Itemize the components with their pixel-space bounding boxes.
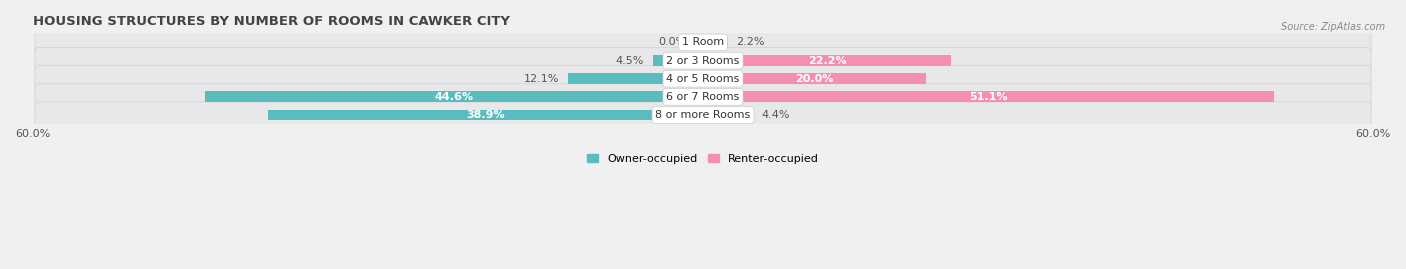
Text: 0.0%: 0.0% bbox=[658, 37, 686, 47]
Text: 4.5%: 4.5% bbox=[616, 56, 644, 66]
Text: 8 or more Rooms: 8 or more Rooms bbox=[655, 110, 751, 120]
Bar bbox=[703, 37, 727, 48]
Text: 38.9%: 38.9% bbox=[467, 110, 505, 120]
Text: 6 or 7 Rooms: 6 or 7 Rooms bbox=[666, 92, 740, 102]
Bar bbox=[205, 91, 703, 102]
Text: 44.6%: 44.6% bbox=[434, 92, 474, 102]
Legend: Owner-occupied, Renter-occupied: Owner-occupied, Renter-occupied bbox=[582, 150, 824, 168]
Text: 51.1%: 51.1% bbox=[969, 92, 1008, 102]
Bar bbox=[703, 55, 950, 66]
Text: 2.2%: 2.2% bbox=[737, 37, 765, 47]
Text: HOUSING STRUCTURES BY NUMBER OF ROOMS IN CAWKER CITY: HOUSING STRUCTURES BY NUMBER OF ROOMS IN… bbox=[32, 15, 509, 28]
Text: 22.2%: 22.2% bbox=[807, 56, 846, 66]
Bar bbox=[652, 55, 703, 66]
Text: 1 Room: 1 Room bbox=[682, 37, 724, 47]
FancyBboxPatch shape bbox=[35, 84, 1371, 110]
Text: 12.1%: 12.1% bbox=[523, 74, 558, 84]
Text: 20.0%: 20.0% bbox=[796, 74, 834, 84]
FancyBboxPatch shape bbox=[35, 29, 1371, 55]
FancyBboxPatch shape bbox=[35, 102, 1371, 128]
Bar bbox=[568, 73, 703, 84]
Bar bbox=[703, 91, 1274, 102]
Text: 4 or 5 Rooms: 4 or 5 Rooms bbox=[666, 74, 740, 84]
Text: 4.4%: 4.4% bbox=[761, 110, 790, 120]
FancyBboxPatch shape bbox=[35, 48, 1371, 74]
Text: 2 or 3 Rooms: 2 or 3 Rooms bbox=[666, 56, 740, 66]
Bar bbox=[703, 73, 927, 84]
Bar bbox=[269, 109, 703, 121]
Bar bbox=[703, 109, 752, 121]
Text: Source: ZipAtlas.com: Source: ZipAtlas.com bbox=[1281, 22, 1385, 31]
FancyBboxPatch shape bbox=[35, 66, 1371, 92]
